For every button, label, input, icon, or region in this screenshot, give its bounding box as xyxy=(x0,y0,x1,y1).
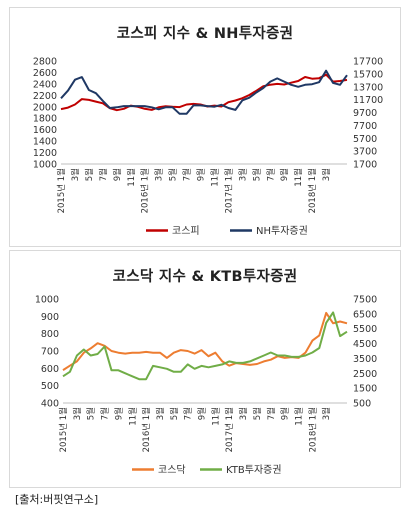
kosdaq-chart-panel: 코스닥 지수 & KTB투자증권 400 500 600 700 800 900 1000 5… xyxy=(9,250,401,488)
y-left-tick-label: 2800 xyxy=(33,57,57,68)
y-left-tick-label: 1200 xyxy=(33,148,57,159)
series-line-stock xyxy=(60,69,348,115)
x-tick-label: 11월 xyxy=(210,407,221,426)
y-right-tick-label: 1500 xyxy=(353,384,377,395)
y-left-tick-label: 1800 xyxy=(33,114,57,125)
x-tick-label: 7월 xyxy=(98,168,109,181)
legend-label: NH투자증권 xyxy=(256,225,308,237)
x-tick-label: 5월 xyxy=(252,407,263,420)
y-left-tick-label: 1000 xyxy=(35,295,59,306)
y-left-tick-label: 600 xyxy=(41,364,59,375)
x-tick-label: 9월 xyxy=(112,168,123,181)
x-tick-label: 7월 xyxy=(182,168,193,181)
y-right-tick-label: 7700 xyxy=(353,121,377,132)
x-tick-label: 3월 xyxy=(70,168,81,181)
x-tick-label: 3월 xyxy=(72,407,83,420)
x-tick-label: 2017년 1월 xyxy=(224,407,235,452)
x-tick-label: 5월 xyxy=(168,168,179,181)
x-tick-label: 2018년 1월 xyxy=(307,407,318,452)
y-right-tick-label: 4500 xyxy=(353,339,377,350)
legend-label: 코스피 xyxy=(172,225,200,237)
y-right-tick-label: 11700 xyxy=(353,95,383,106)
source-caption: [출처:버핏연구소] xyxy=(15,493,99,506)
x-tick-label: 2018년 1월 xyxy=(307,168,318,213)
x-tick-label: 3월 xyxy=(154,168,165,181)
x-tick-label: 5월 xyxy=(84,168,95,181)
y-left-tick-label: 2600 xyxy=(33,68,57,79)
y-left-tick-label: 1000 xyxy=(33,160,57,171)
x-tick-label: 11월 xyxy=(209,168,220,187)
y-right-tick-label: 3700 xyxy=(353,147,377,158)
y-left-tick-label: 2000 xyxy=(33,102,57,113)
y-right-tick-label: 9700 xyxy=(353,108,377,119)
y-left-tick-label: 1600 xyxy=(33,125,57,136)
chart-title: 코스닥 지수 & KTB투자증권 xyxy=(112,269,298,285)
kospi-chart-panel: 코스피 지수 & NH투자증권 1000 1200 1400 1600 1800 2000… xyxy=(9,7,401,247)
series-line-index xyxy=(62,311,348,371)
x-tick-label: 5월 xyxy=(169,407,180,420)
y-right-tick-label: 1700 xyxy=(353,160,377,171)
x-tick-label: 7월 xyxy=(266,407,277,420)
y-left-tick-label: 2400 xyxy=(33,79,57,90)
x-tick-label: 2016년 1월 xyxy=(140,168,151,213)
x-tick-label: 2015년 1월 xyxy=(56,168,67,213)
x-tick-label: 2017년 1월 xyxy=(223,168,234,213)
x-tick-label: 2016년 1월 xyxy=(141,407,152,452)
x-tick-label: 11월 xyxy=(126,168,137,187)
kospi-nh-chart: 1000120014001600180020002200240026002800… xyxy=(33,57,383,238)
y-right-tick-label: 13700 xyxy=(353,82,383,93)
y-right-tick-label: 17700 xyxy=(353,57,383,68)
x-tick-label: 9월 xyxy=(197,407,208,420)
y-left-tick-label: 900 xyxy=(41,312,59,323)
y-right-tick-label: 5500 xyxy=(353,324,377,335)
y-right-tick-label: 500 xyxy=(353,399,371,410)
chart-title: 코스피 지수 & NH투자증권 xyxy=(116,26,294,42)
x-tick-label: 5월 xyxy=(86,407,97,420)
y-left-tick-label: 700 xyxy=(41,347,59,358)
x-tick-label: 7월 xyxy=(183,407,194,420)
legend-label: 코스닥 xyxy=(158,464,186,476)
y-left-tick-label: 2200 xyxy=(33,91,57,102)
x-tick-label: 3월 xyxy=(237,168,248,181)
x-tick-label: 3월 xyxy=(238,407,249,420)
x-tick-label: 11월 xyxy=(294,407,305,426)
y-left-tick-label: 1400 xyxy=(33,137,57,148)
x-tick-label: 9월 xyxy=(280,407,291,420)
x-tick-label: 9월 xyxy=(279,168,290,181)
x-tick-label: 3월 xyxy=(321,407,332,420)
x-tick-label: 5월 xyxy=(251,168,262,181)
x-tick-label: 9월 xyxy=(113,407,124,420)
y-left-tick-label: 500 xyxy=(41,381,59,392)
x-tick-label: 3월 xyxy=(321,168,332,181)
y-right-tick-label: 2500 xyxy=(353,369,377,380)
x-tick-label: 2015년 1월 xyxy=(58,407,69,452)
x-tick-label: 3월 xyxy=(155,407,166,420)
y-right-tick-label: 6500 xyxy=(353,309,377,320)
legend-label: KTB투자증권 xyxy=(226,464,282,476)
y-left-tick-label: 800 xyxy=(41,329,59,340)
y-right-tick-label: 5700 xyxy=(353,134,377,145)
y-right-tick-label: 3500 xyxy=(353,354,377,365)
x-tick-label: 7월 xyxy=(265,168,276,181)
x-tick-label: 7월 xyxy=(100,407,111,420)
y-right-tick-label: 15700 xyxy=(353,69,383,80)
x-tick-label: 11월 xyxy=(127,407,138,426)
x-tick-label: 11월 xyxy=(293,168,304,187)
series-line-stock xyxy=(62,311,348,381)
kosdaq-ktb-chart: 400 500 600 700 800 900 1000 500 1500 2500 3500 450… xyxy=(35,295,377,477)
y-right-tick-label: 7500 xyxy=(353,295,377,306)
x-tick-label: 9월 xyxy=(196,168,207,181)
y-left-tick-label: 400 xyxy=(41,399,59,410)
